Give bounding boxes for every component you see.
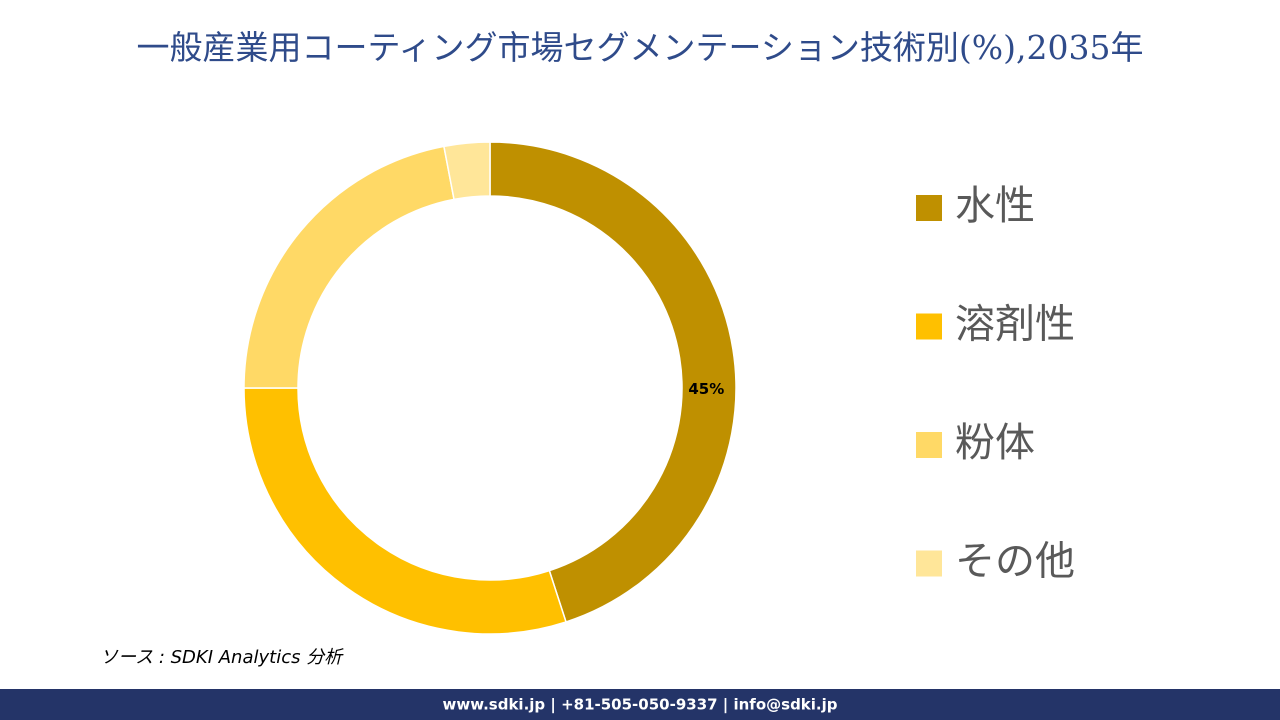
source-note: ソース : SDKI Analytics 分析 xyxy=(100,647,344,668)
chart-title: 一般産業用コーティング市場セグメンテーション技術別(%),2035年 xyxy=(137,28,1144,67)
donut-slice xyxy=(243,387,567,635)
legend-swatch xyxy=(916,550,942,577)
legend-swatch xyxy=(916,313,942,340)
data-label: 45% xyxy=(688,380,724,398)
legend-swatch xyxy=(916,195,942,221)
legend-label: 溶剤性 xyxy=(955,302,1075,348)
legend-label: 水性 xyxy=(955,183,1035,229)
donut-slice xyxy=(443,141,491,201)
footer-bar xyxy=(0,689,1280,720)
legend-label: 粉体 xyxy=(955,420,1035,466)
footer-text: www.sdki.jp | +81-505-050-9337 | info@sd… xyxy=(442,696,837,715)
donut-slice xyxy=(243,145,455,389)
legend-swatch xyxy=(916,432,942,458)
legend-label: その他 xyxy=(955,539,1075,585)
donut-slice xyxy=(489,141,737,623)
